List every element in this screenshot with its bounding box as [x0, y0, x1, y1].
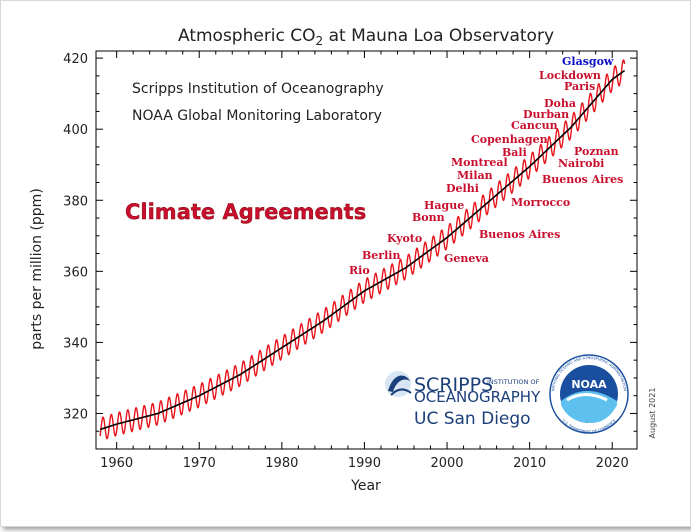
agreement-label-cancun: Cancun: [511, 119, 558, 132]
y-axis-label: parts per million (ppm): [29, 188, 45, 350]
scripps-logo-small: INSTITUTION OF: [487, 378, 540, 386]
x-tick-label: 1970: [183, 456, 216, 471]
annotation-heading: Climate Agreements: [125, 200, 366, 224]
agreement-label-kyoto: Kyoto: [387, 232, 422, 245]
y-tick-label: 340: [63, 336, 88, 351]
agreement-label-milan: Milan: [457, 169, 493, 182]
y-tick-label: 320: [63, 407, 88, 422]
y-tick-label: 420: [63, 52, 88, 67]
x-tick-label: 1990: [348, 456, 381, 471]
chart-title: Atmospheric CO2 at Mauna Loa Observatory: [178, 26, 554, 48]
agreement-label-rio: Rio: [349, 264, 370, 277]
agreement-label-berlin: Berlin: [362, 249, 400, 262]
data-lines: [99, 59, 626, 440]
institution-noaa: NOAA Global Monitoring Laboratory: [132, 108, 382, 124]
x-tick-label: 1960: [100, 456, 133, 471]
agreement-label-hague: Hague: [424, 199, 464, 212]
agreement-label-delhi: Delhi: [446, 182, 479, 195]
agreement-label-buenos-aires: Buenos Aires: [479, 228, 560, 241]
x-tick-label: 1980: [265, 456, 298, 471]
axes: 1960 1970 1980 1990 2000 2010 2020 320 340 360 380…: [63, 50, 638, 471]
agreement-label-copenhagen: Copenhagen: [471, 133, 548, 146]
agreement-label-bonn: Bonn: [412, 211, 445, 224]
agreement-label-doha: Doha: [544, 97, 576, 110]
x-tick-label: 2010: [513, 456, 546, 471]
scripps-logo-line2: OCEANOGRAPHY: [414, 388, 541, 406]
agreement-label-buenos-aires: Buenos Aires: [542, 173, 623, 186]
agreement-label-geneva: Geneva: [444, 252, 489, 265]
agreement-label-poznan: Poznan: [574, 145, 619, 158]
agreement-label-durban: Durban: [523, 108, 569, 121]
agreement-label-montreal: Montreal: [451, 156, 508, 169]
noaa-logo: NOAA NATIONAL OCEANIC AND ATMOSPHERIC AD…: [549, 354, 629, 434]
ucsd-logo-text: UC San Diego: [414, 409, 531, 429]
scripps-logo: SCRIPPS INSTITUTION OF OCEANOGRAPHY UC S…: [385, 371, 541, 429]
date-stamp: August 2021: [648, 388, 657, 439]
agreement-label-glasgow: Glasgow: [562, 55, 614, 68]
x-tick-label: 2000: [430, 456, 463, 471]
y-tick-label: 380: [63, 194, 88, 209]
agreement-label-paris: Paris: [564, 80, 595, 93]
y-tick-label: 400: [63, 123, 88, 138]
agreement-label-nairobi: Nairobi: [558, 157, 604, 170]
scripps-emblem-icon: [385, 371, 412, 397]
monthly-co2-line: [99, 59, 626, 440]
agreement-label-lockdown: Lockdown: [539, 69, 601, 82]
scripps-logo-line1: SCRIPPS: [414, 374, 493, 396]
plot-border: [95, 50, 638, 450]
trend-co2-line: [99, 69, 626, 431]
agreement-label-morrocco: Morrocco: [511, 196, 570, 209]
agreement-label-bali: Bali: [502, 146, 527, 159]
y-tick-label: 360: [63, 265, 88, 280]
x-axis-label: Year: [350, 478, 381, 494]
noaa-logo-text: NOAA: [571, 378, 607, 391]
institution-scripps: Scripps Institution of Oceanography: [132, 81, 384, 97]
x-tick-label: 2020: [596, 456, 629, 471]
